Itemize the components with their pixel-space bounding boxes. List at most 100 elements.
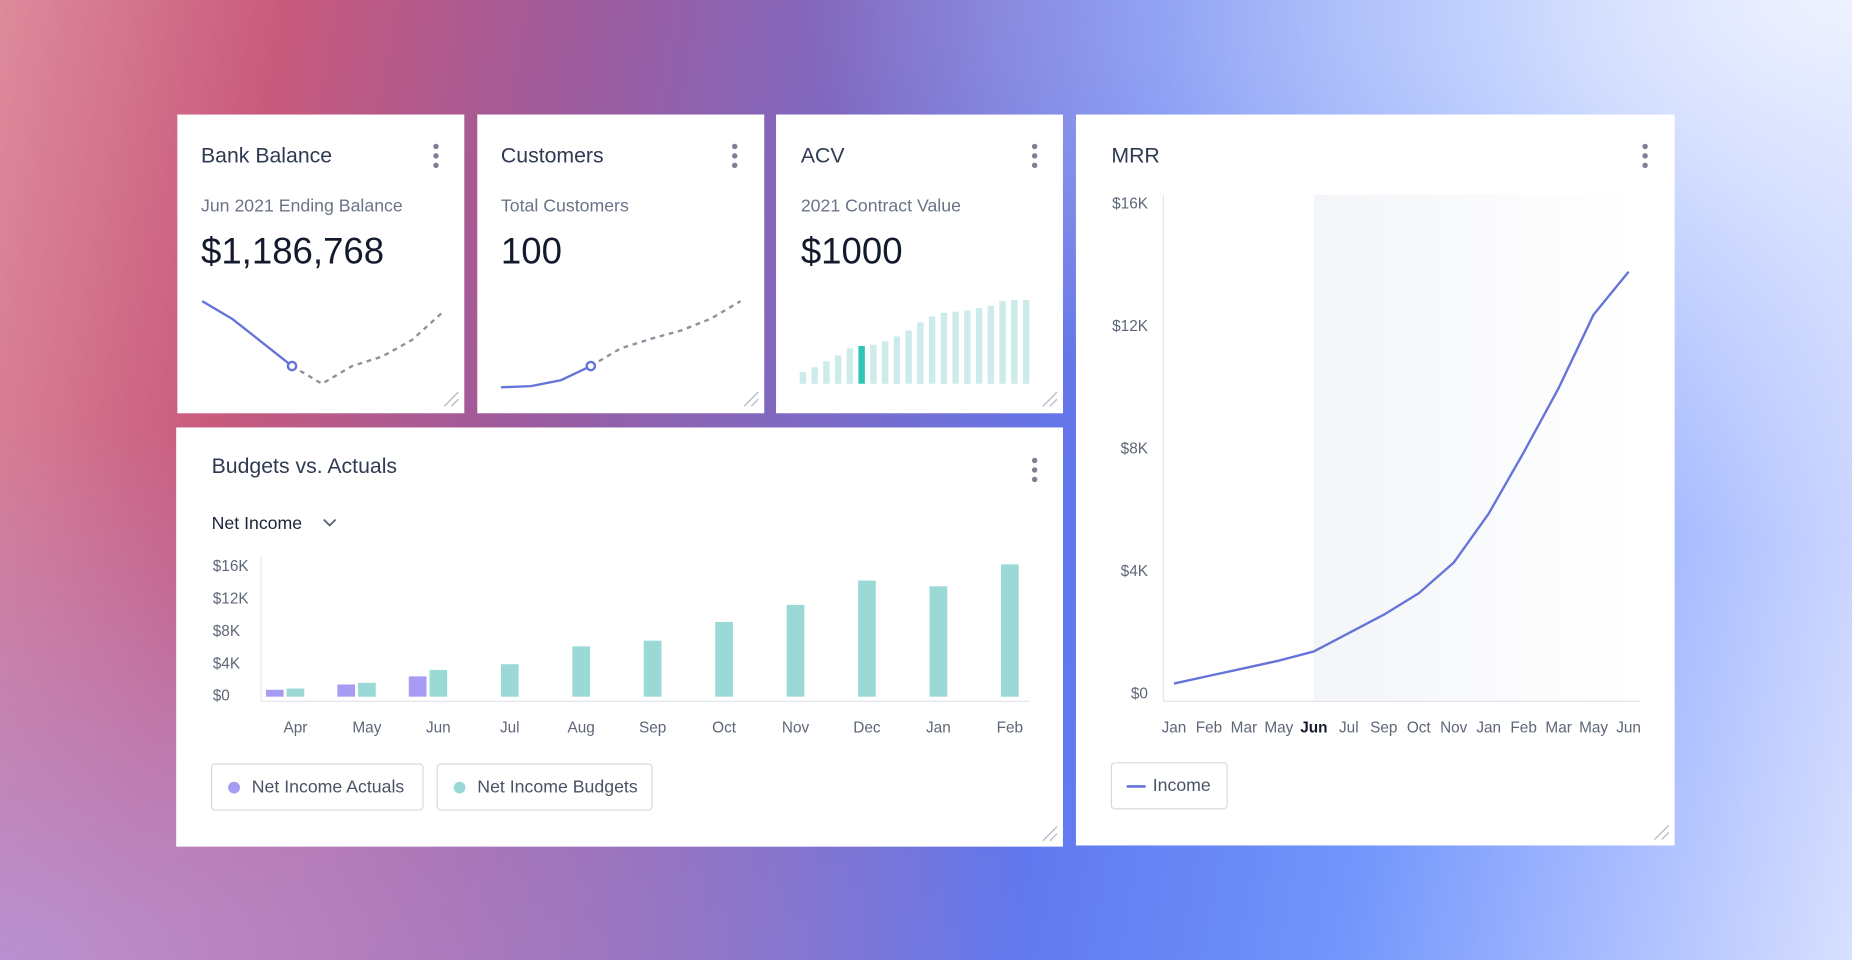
x-tick-label: Jul — [500, 720, 520, 737]
sparkline-bar — [952, 311, 959, 384]
x-tick-label: Feb — [997, 720, 1023, 737]
card-title: Customers — [501, 144, 604, 168]
bar — [358, 682, 376, 697]
menu-button[interactable] — [731, 143, 738, 169]
x-tick-label: Aug — [568, 720, 595, 737]
card — [177, 114, 465, 414]
bar — [715, 621, 733, 697]
x-tick-label: Mar — [1231, 720, 1257, 737]
card-subtitle: Total Customers — [501, 195, 629, 215]
sparkline-bar — [964, 310, 971, 384]
menu-button[interactable] — [1031, 457, 1038, 483]
menu-button[interactable] — [433, 143, 439, 169]
sparkline-bar — [1022, 299, 1030, 384]
card-subtitle: Jun 2021 Ending Balance — [201, 195, 403, 215]
y-tick-label: $0 — [213, 688, 230, 705]
card-value: $1000 — [801, 231, 903, 272]
resize-handle[interactable] — [443, 391, 459, 407]
y-tick-label: $16K — [213, 558, 250, 575]
sparkline-bar — [893, 336, 901, 384]
menu-button[interactable] — [1031, 143, 1038, 169]
line — [1173, 270, 1630, 685]
sparkline-bar — [834, 355, 842, 384]
x-tick-label: Apr — [284, 720, 308, 737]
x-tick-label: Jan — [1162, 720, 1187, 737]
y-tick-label: $8K — [213, 623, 241, 640]
sparkline — [201, 300, 293, 367]
legend-item[interactable] — [436, 763, 653, 811]
resize-handle[interactable] — [1042, 826, 1058, 842]
y-tick-label: $4K — [213, 655, 241, 672]
x-tick-label: Jul — [1339, 720, 1359, 737]
sparkline — [291, 312, 443, 386]
x-tick-label: Sep — [1370, 720, 1397, 737]
x-tick-label: Jun — [1616, 720, 1641, 737]
resize-handle[interactable] — [1654, 824, 1670, 841]
x-tick-label: Dec — [853, 720, 881, 737]
sparkline-bar — [799, 371, 807, 384]
card-title: ACV — [801, 144, 846, 168]
card-title: Bank Balance — [201, 144, 332, 168]
y-tick-label: $16K — [1112, 195, 1149, 212]
bar — [408, 676, 427, 697]
sparkline-bar — [987, 305, 995, 384]
x-tick-label: Oct — [712, 720, 737, 737]
sparkline — [590, 300, 742, 368]
y-tick-label: $0 — [1131, 685, 1148, 702]
bar — [429, 669, 448, 697]
legend-label: Net Income Actuals — [252, 776, 405, 796]
sparkline-bar — [870, 344, 877, 384]
x-tick-label: Nov — [782, 720, 810, 737]
x-tick-label: Jun — [1300, 720, 1327, 737]
sparkline-marker — [286, 360, 298, 372]
x-tick-label: Jan — [926, 720, 951, 737]
bar — [786, 604, 805, 697]
sparkline-bar — [846, 348, 854, 384]
sparkline — [500, 364, 592, 389]
card-subtitle: 2021 Contract Value — [801, 195, 961, 215]
dropdown-chevron[interactable] — [323, 518, 337, 527]
bar — [265, 689, 284, 697]
bar — [286, 688, 305, 697]
x-tick-label: Nov — [1440, 720, 1468, 737]
bar — [929, 586, 948, 697]
legend-label: Net Income Budgets — [477, 776, 638, 796]
sparkline-bar — [940, 312, 948, 384]
x-tick-label: Mar — [1545, 720, 1571, 737]
x-tick-label: May — [352, 720, 381, 737]
legend-label: Income — [1153, 775, 1211, 795]
legend-item[interactable] — [1110, 762, 1228, 810]
sparkline-bar — [999, 301, 1006, 384]
x-tick-label: Sep — [639, 720, 666, 737]
bar — [337, 684, 356, 697]
sparkline-marker — [585, 360, 597, 372]
sparkline-bar — [823, 361, 830, 384]
x-tick-label: May — [1579, 720, 1608, 737]
bar — [572, 646, 591, 697]
card-value: 100 — [501, 231, 562, 272]
x-tick-label: Feb — [1510, 720, 1536, 737]
y-tick-label: $4K — [1121, 563, 1149, 580]
resize-handle[interactable] — [743, 391, 759, 407]
sparkline-bar — [905, 330, 912, 384]
menu-button[interactable] — [1642, 143, 1648, 169]
bar — [500, 664, 519, 697]
y-tick-label: $8K — [1121, 440, 1149, 457]
chart-title: Budgets vs. Actuals — [212, 454, 397, 478]
x-tick-label: Jun — [426, 720, 451, 737]
x-tick-label: Jan — [1476, 720, 1501, 737]
legend-item[interactable] — [211, 763, 424, 811]
card — [477, 114, 765, 414]
y-tick-label: $12K — [213, 590, 250, 607]
x-tick-label: May — [1264, 720, 1293, 737]
sparkline-bar — [811, 367, 818, 384]
resize-handle[interactable] — [1042, 391, 1058, 407]
x-tick-label: Oct — [1407, 720, 1432, 737]
legend-swatch — [453, 781, 466, 794]
chart-title: MRR — [1111, 144, 1159, 168]
bar — [643, 640, 662, 697]
dropdown[interactable]: Net Income — [212, 513, 303, 533]
forecast-shade — [1313, 194, 1640, 702]
x-tick-label: Feb — [1196, 720, 1222, 737]
